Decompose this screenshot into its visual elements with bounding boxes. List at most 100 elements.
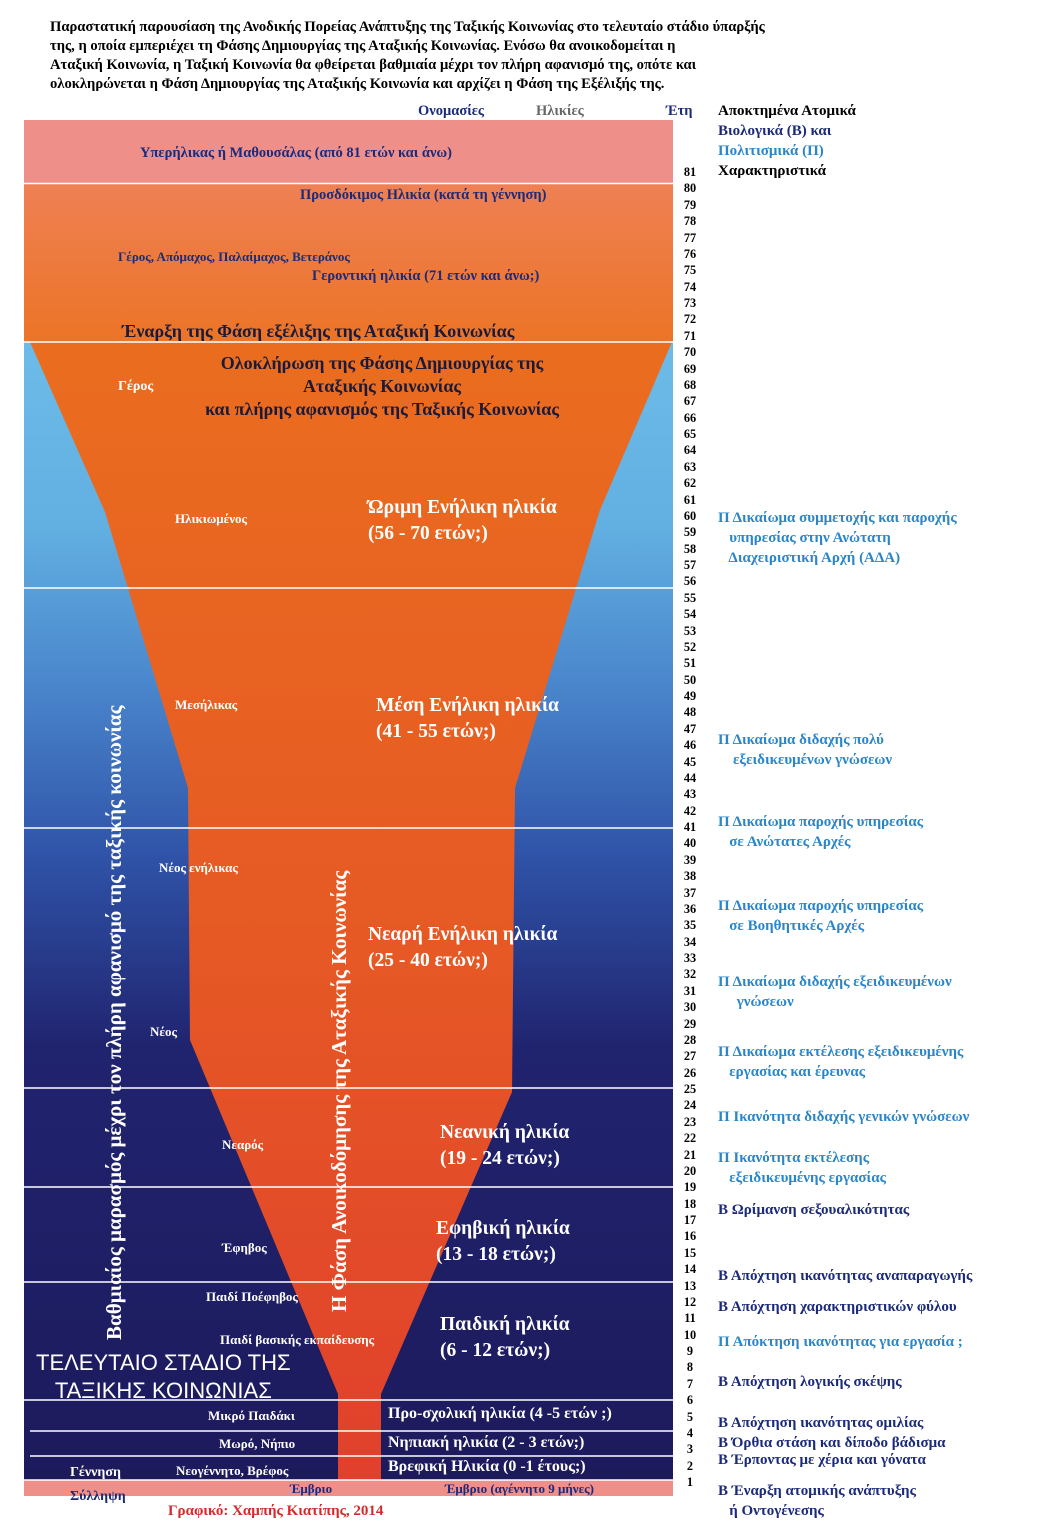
name-neos: Νέος: [150, 1024, 177, 1039]
construction-funnel: [30, 342, 672, 1480]
year-tick-label: 38: [683, 869, 697, 884]
characteristic-line: υπηρεσίας στην Ανώτατη: [718, 530, 891, 546]
year-tick-label: 17: [683, 1213, 697, 1227]
year-tick-label: 47: [683, 721, 697, 736]
characteristic-item: Π Δικαίωμα παροχής υπηρεσίας σε Ανώτατες…: [718, 812, 923, 852]
year-tick-label: 23: [683, 1114, 697, 1129]
year-tick-label: 35: [683, 918, 697, 933]
year-tick-label: 5: [686, 1409, 694, 1424]
characteristic-line: Π Ικανότητα εκτέλεσης: [718, 1150, 870, 1166]
characteristic-item: Π Απόκτηση ικανότητας για εργασία ;: [718, 1332, 963, 1352]
year-tick-label: 64: [683, 443, 697, 458]
year-tick-label: 48: [683, 705, 697, 720]
embryo-band: [24, 1480, 673, 1496]
year-tick-label: 9: [686, 1344, 694, 1358]
name-ilikiomenos: Ηλικιωμένος: [175, 511, 247, 526]
year-tick-label: 2: [686, 1458, 694, 1473]
header-traits: Αποκτημένα Ατομικά: [718, 103, 856, 119]
elderly-band: [24, 184, 673, 342]
year-tick-label: 45: [683, 754, 697, 769]
year-tick-label: 31: [683, 983, 697, 998]
year-tick-label: 11: [684, 1311, 696, 1326]
year-tick-label: 68: [683, 377, 697, 392]
age-teen-range: (13 - 18 ετών;): [436, 1244, 556, 1265]
year-tick-label: 20: [683, 1163, 697, 1178]
year-tick-label: 7: [686, 1376, 694, 1391]
year-tick-label: 58: [683, 541, 697, 556]
year-tick-label: 37: [683, 885, 697, 900]
characteristic-item: Β Όρθια στάση και δίποδο βάδισμα: [718, 1433, 946, 1453]
year-tick-label: 22: [683, 1131, 697, 1146]
year-tick-label: 3: [686, 1442, 694, 1457]
decline-vertical-text: Βαθμιαίος μαρασμός μέχρι τον πλήρη αφανι…: [102, 705, 126, 1340]
characteristic-line: εξειδικευμένων γνώσεων: [718, 752, 893, 768]
year-tick-label: 81: [683, 165, 697, 179]
characteristic-item: Π Ικανότητα διδαχής γενικών γνώσεων: [718, 1107, 969, 1127]
name-efivos: Έφηβος: [222, 1240, 267, 1255]
year-tick-label: 56: [683, 574, 697, 589]
year-tick-label: 52: [683, 639, 697, 654]
year-tick-label: 59: [683, 525, 697, 540]
year-tick-label: 76: [683, 246, 697, 261]
age-embryo: Έμβριο (αγέννητο 9 μήνες): [445, 1481, 594, 1496]
age-child: Παιδική ηλικία (6 - 12 ετών;): [440, 1312, 570, 1364]
year-tick-label: 51: [683, 656, 697, 671]
age-teen-title: Εφηβική ηλικία: [436, 1218, 570, 1239]
age-young-adult-range: (25 - 40 ετών;): [368, 950, 488, 971]
characteristic-item: Β Απόχτηση ικανότητας ομιλίας: [718, 1413, 923, 1433]
intro-line: ολοκληρώνεται η Φάση Δημιουργίας της Ατα…: [50, 76, 665, 92]
year-tick-label: 79: [683, 197, 697, 212]
last-stage-title: ΤΕΛΕΥΤΑΙΟ ΣΤΑΔΙΟ ΤΗΣ ΤΑΞΙΚΗΣ ΚΟΙΝΩΝΙΑΣ: [36, 1349, 291, 1405]
year-tick-label: 63: [683, 459, 697, 474]
year-tick-label: 50: [683, 672, 697, 687]
year-tick-label: 42: [683, 803, 697, 818]
name-neogennito: Νεογέννητο, Βρέφος: [176, 1463, 289, 1478]
name-paidi-vasikis: Παιδί βασικής εκπαίδευσης: [220, 1332, 375, 1347]
year-tick-label: 65: [683, 427, 697, 441]
characteristic-line: Π Δικαίωμα συμμετοχής και παροχής: [718, 510, 957, 526]
year-tick-label: 14: [683, 1262, 697, 1277]
characteristic-line: Π Δικαίωμα διδαχής πολύ: [718, 732, 884, 748]
year-tick-label: 60: [683, 508, 697, 523]
year-tick-label: 69: [683, 361, 697, 376]
year-tick-label: 62: [683, 476, 697, 491]
year-tick-label: 74: [683, 279, 697, 294]
name-paidi-poefivos: Παιδί Ποέφηβος: [206, 1289, 298, 1304]
age-youth-title: Νεανική ηλικία: [440, 1122, 570, 1143]
intro-line: Αταξική Κοινωνία, η Ταξική Κοινωνία θα φ…: [50, 57, 697, 73]
header-ages: Ηλικίες: [536, 103, 584, 119]
year-tick-label: 66: [683, 410, 697, 425]
year-tick-label: 25: [683, 1082, 697, 1096]
year-tick-label: 54: [683, 607, 697, 622]
year-tick-label: 55: [683, 590, 697, 605]
characteristic-line: Β Απόχτηση χαρακτηριστικών φύλου: [718, 1299, 957, 1315]
completion-title: Ολοκλήρωση της Φάσης Δημιουργίας της Ατα…: [168, 352, 596, 421]
characteristic-line: Π Δικαίωμα διδαχής εξειδικευμένων: [718, 974, 952, 990]
gennisi-label: Γέννηση: [70, 1465, 121, 1480]
evolution-start-label: Έναρξη της Φάση εξέλιξης της Αταξική Κοι…: [122, 321, 515, 341]
last-stage-line: ΤΑΞΙΚΗΣ ΚΟΙΝΩΝΙΑΣ: [54, 1378, 272, 1403]
life-expectancy-label: Προσδόκιμος Ηλικία (κατά τη γέννηση): [300, 187, 547, 203]
characteristic-item: Π Δικαίωμα διδαχής πολύ εξειδικευμένων γ…: [718, 730, 892, 770]
year-tick-label: 61: [683, 492, 697, 507]
age-young-adult: Νεαρή Ενήλικη ηλικία (25 - 40 ετών;): [368, 922, 557, 974]
name-mesilikas: Μεσήλικας: [175, 697, 238, 712]
year-tick-label: 40: [683, 836, 697, 851]
year-tick-label: 24: [683, 1098, 697, 1113]
characteristic-line: ή Οντογένεσης: [718, 1503, 824, 1519]
characteristic-item: Π Ικανότητα εκτέλεσης εξειδικευμένης εργ…: [718, 1148, 886, 1188]
age-youth: Νεανική ηλικία (19 - 24 ετών;): [440, 1120, 569, 1172]
year-tick-label: 30: [683, 1000, 697, 1015]
year-tick-label: 32: [683, 967, 697, 982]
characteristic-item: Π Δικαίωμα εκτέλεσης εξειδικευμένης εργα…: [718, 1042, 963, 1082]
name-mikro-paidaki: Μικρό Παιδάκι: [208, 1408, 295, 1423]
year-tick-label: 49: [683, 689, 697, 703]
age-child-range: (6 - 12 ετών;): [440, 1340, 551, 1361]
construction-vertical-text: Η Φάση Ανοικοδόμησης της Αταξικής Κοινων…: [327, 870, 351, 1312]
year-tick-label: 4: [686, 1425, 694, 1440]
year-tick-label: 80: [683, 181, 697, 196]
characteristic-line: Π Δικαίωμα παροχής υπηρεσίας: [718, 814, 924, 830]
year-tick-label: 29: [683, 1016, 697, 1031]
age-middle-title: Μέση Ενήλικη ηλικία: [376, 695, 559, 716]
